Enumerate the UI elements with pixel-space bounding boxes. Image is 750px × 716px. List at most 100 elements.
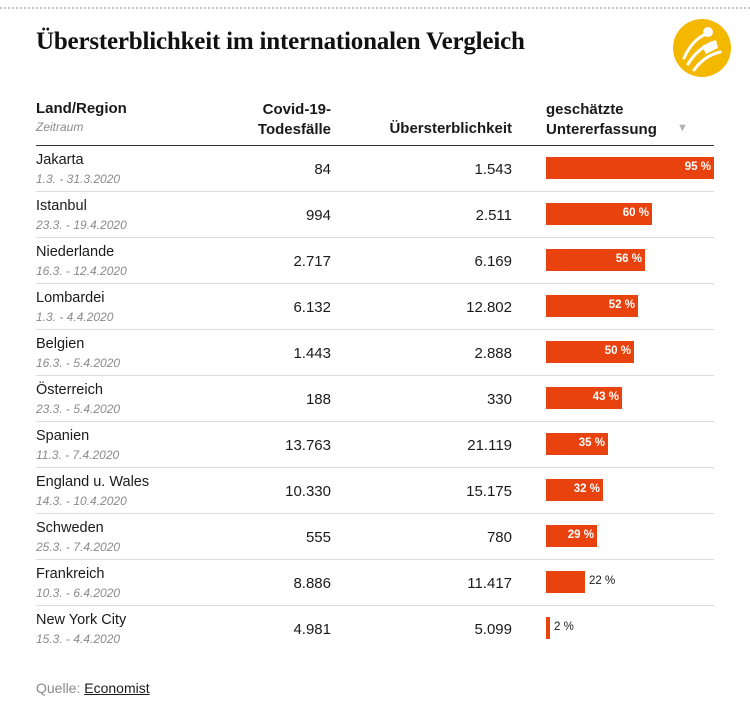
bar bbox=[546, 203, 652, 225]
header-gesch-line2: Untererfassung bbox=[546, 121, 657, 138]
row-covid-deaths: 6.132 bbox=[293, 299, 331, 316]
table-row: Istanbul 23.3. - 19.4.2020 994 2.511 60 % bbox=[36, 192, 714, 238]
row-covid-deaths: 13.763 bbox=[285, 437, 331, 454]
row-covid-deaths: 4.981 bbox=[293, 621, 331, 638]
row-covid-deaths: 555 bbox=[305, 529, 331, 546]
bar-area: 95 % bbox=[546, 157, 714, 179]
bar-label: 50 % bbox=[604, 345, 631, 357]
header-covid-line1: Covid-19- bbox=[262, 101, 331, 118]
row-covid-deaths: 188 bbox=[305, 391, 331, 408]
bar bbox=[546, 295, 638, 317]
row-covid-deaths: 84 bbox=[314, 161, 331, 178]
brand-logo-icon bbox=[673, 19, 731, 77]
table-row: Lombardei 1.3. - 4.4.2020 6.132 12.802 52 % bbox=[36, 284, 714, 330]
row-excess-deaths: 1.543 bbox=[474, 161, 512, 178]
bar-label: 32 % bbox=[573, 483, 600, 495]
table-row: Niederlande 16.3. - 12.4.2020 2.717 6.169 56… bbox=[36, 238, 714, 284]
bar-area: 2 % bbox=[546, 617, 714, 639]
row-excess-deaths: 5.099 bbox=[474, 621, 512, 638]
row-name: Frankreich bbox=[36, 566, 105, 582]
row-covid-deaths: 10.330 bbox=[285, 483, 331, 500]
bar-area: 52 % bbox=[546, 295, 714, 317]
bar bbox=[546, 157, 714, 179]
row-period: 14.3. - 10.4.2020 bbox=[36, 494, 127, 508]
bar-area: 29 % bbox=[546, 525, 714, 547]
row-period: 25.3. - 7.4.2020 bbox=[36, 540, 121, 554]
bar-area: 22 % bbox=[546, 571, 714, 593]
bar-label: 52 % bbox=[608, 299, 635, 311]
bar bbox=[546, 249, 645, 271]
row-excess-deaths: 6.169 bbox=[474, 253, 512, 270]
bar-area: 50 % bbox=[546, 341, 714, 363]
bar-area: 43 % bbox=[546, 387, 714, 409]
row-excess-deaths: 2.511 bbox=[475, 207, 512, 224]
page-title: Übersterblichkeit im internationalen Ver… bbox=[36, 28, 525, 55]
row-excess-deaths: 780 bbox=[486, 529, 512, 546]
row-period: 23.3. - 5.4.2020 bbox=[36, 402, 121, 416]
bar-area: 56 % bbox=[546, 249, 714, 271]
row-name: Belgien bbox=[36, 336, 85, 352]
table-body: Jakarta 1.3. - 31.3.2020 84 1.543 95 % Istanb… bbox=[36, 146, 714, 652]
table-row: England u. Wales 14.3. - 10.4.2020 10.330 1… bbox=[36, 468, 714, 514]
row-excess-deaths: 330 bbox=[486, 391, 512, 408]
row-covid-deaths: 8.886 bbox=[293, 575, 331, 592]
bar-label: 2 % bbox=[554, 621, 574, 633]
row-period: 15.3. - 4.4.2020 bbox=[36, 632, 121, 646]
row-name: Schweden bbox=[36, 520, 104, 536]
row-period: 1.3. - 4.4.2020 bbox=[36, 310, 114, 324]
row-excess-deaths: 12.802 bbox=[466, 299, 512, 316]
row-covid-deaths: 2.717 bbox=[293, 253, 331, 270]
table-row: Belgien 16.3. - 5.4.2020 1.443 2.888 50 % bbox=[36, 330, 714, 376]
row-name: Jakarta bbox=[36, 152, 84, 168]
row-name: Istanbul bbox=[36, 198, 87, 214]
bar-area: 35 % bbox=[546, 433, 714, 455]
bar-label: 43 % bbox=[592, 391, 619, 403]
header-covid[interactable]: Covid-19- Todesfälle bbox=[211, 100, 331, 140]
row-name: New York City bbox=[36, 612, 127, 628]
header-covid-line2: Todesfälle bbox=[257, 121, 331, 138]
header-zeitraum: Zeitraum bbox=[36, 120, 84, 134]
row-name: Lombardei bbox=[36, 290, 105, 306]
row-covid-deaths: 994 bbox=[305, 207, 331, 224]
row-period: 11.3. - 7.4.2020 bbox=[36, 448, 120, 462]
bar-label: 35 % bbox=[578, 437, 605, 449]
row-excess-deaths: 15.175 bbox=[466, 483, 512, 500]
source-label: Quelle: bbox=[36, 680, 81, 696]
table-header: Land/Region Zeitraum Covid-19- Todesfäll… bbox=[36, 98, 714, 146]
row-excess-deaths: 21.119 bbox=[467, 437, 512, 454]
table-row: Jakarta 1.3. - 31.3.2020 84 1.543 95 % bbox=[36, 146, 714, 192]
table-row: Österreich 23.3. - 5.4.2020 188 330 43 % bbox=[36, 376, 714, 422]
header-untererfassung[interactable]: geschätzte Untererfassung bbox=[546, 100, 696, 140]
row-name: Österreich bbox=[36, 382, 103, 398]
bar bbox=[546, 525, 597, 547]
row-excess-deaths: 2.888 bbox=[474, 345, 512, 362]
bar bbox=[546, 617, 550, 639]
bar bbox=[546, 387, 622, 409]
bar bbox=[546, 341, 634, 363]
row-period: 23.3. - 19.4.2020 bbox=[36, 218, 127, 232]
bar-area: 32 % bbox=[546, 479, 714, 501]
table-row: New York City 15.3. - 4.4.2020 4.981 5.099 2… bbox=[36, 606, 714, 652]
bar bbox=[546, 479, 603, 501]
header-gesch-line1: geschätzte bbox=[546, 101, 624, 118]
top-dotted-divider bbox=[0, 7, 750, 9]
row-period: 1.3. - 31.3.2020 bbox=[36, 172, 121, 186]
header-uebersterblichkeit[interactable]: Übersterblichkeit bbox=[389, 120, 512, 137]
row-covid-deaths: 1.443 bbox=[293, 345, 331, 362]
bar-label: 22 % bbox=[589, 575, 616, 587]
row-name: England u. Wales bbox=[36, 474, 150, 490]
row-period: 10.3. - 6.4.2020 bbox=[36, 586, 121, 600]
table-row: Frankreich 10.3. - 6.4.2020 8.886 11.417 22 … bbox=[36, 560, 714, 606]
bar-area: 60 % bbox=[546, 203, 714, 225]
bar bbox=[546, 571, 585, 593]
row-period: 16.3. - 12.4.2020 bbox=[36, 264, 127, 278]
bar-label: 60 % bbox=[622, 207, 649, 219]
table-row: Schweden 25.3. - 7.4.2020 555 780 29 % bbox=[36, 514, 714, 560]
bar-label: 56 % bbox=[615, 253, 642, 265]
bar bbox=[546, 433, 608, 455]
source-link[interactable]: Economist bbox=[84, 680, 150, 696]
row-excess-deaths: 11.417 bbox=[467, 575, 512, 592]
row-name: Niederlande bbox=[36, 244, 115, 260]
bar-label: 95 % bbox=[684, 161, 711, 173]
sort-descending-icon[interactable]: ▼ bbox=[677, 122, 688, 134]
